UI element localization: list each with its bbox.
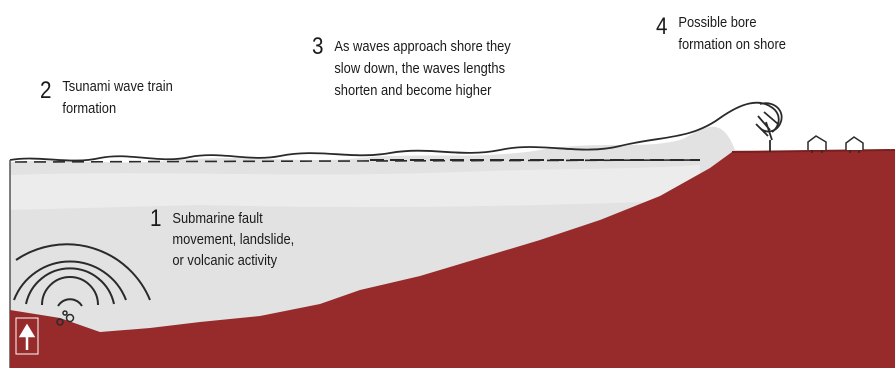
ring-5 — [15, 243, 151, 301]
label-1-line-2: movement, landslide, — [172, 231, 295, 248]
label-2-line-2: formation — [62, 100, 117, 117]
seabed-land — [10, 150, 895, 368]
ring-3 — [25, 267, 115, 305]
label-2-number: 2 — [40, 77, 52, 104]
bubble-1 — [56, 318, 64, 326]
arrow-up-icon — [18, 323, 36, 350]
wave-surface-line — [9, 101, 780, 162]
label-3-line-3: shorten and become higher — [334, 82, 492, 99]
bubble-3 — [62, 310, 68, 316]
breaking-wave-icon — [755, 102, 783, 152]
still-water-line — [14, 159, 701, 163]
ring-1 — [57, 298, 83, 307]
label-3-number: 3 — [312, 33, 324, 60]
label-4-line-1: Possible bore — [678, 14, 757, 31]
label-3-line-1: As waves approach shore they — [334, 38, 511, 55]
ring-2 — [41, 276, 99, 306]
bubble-2 — [65, 313, 75, 323]
label-1-line-3: or volcanic activity — [172, 252, 278, 269]
shoreline — [731, 149, 895, 153]
house-icon — [807, 135, 827, 153]
house-icon — [845, 136, 864, 153]
label-1-number: 1 — [150, 205, 162, 232]
water-shading — [10, 165, 700, 210]
label-4-line-2: formation on shore — [678, 36, 786, 53]
label-1-line-1: Submarine fault — [172, 210, 263, 227]
bubbles — [56, 310, 75, 326]
label-3-line-2: slow down, the waves lengths — [334, 60, 506, 77]
label-4-number: 4 — [656, 13, 668, 40]
label-2-line-1: Tsunami wave train — [62, 78, 173, 95]
disturbance-rings — [13, 243, 151, 307]
ring-4 — [13, 260, 127, 301]
